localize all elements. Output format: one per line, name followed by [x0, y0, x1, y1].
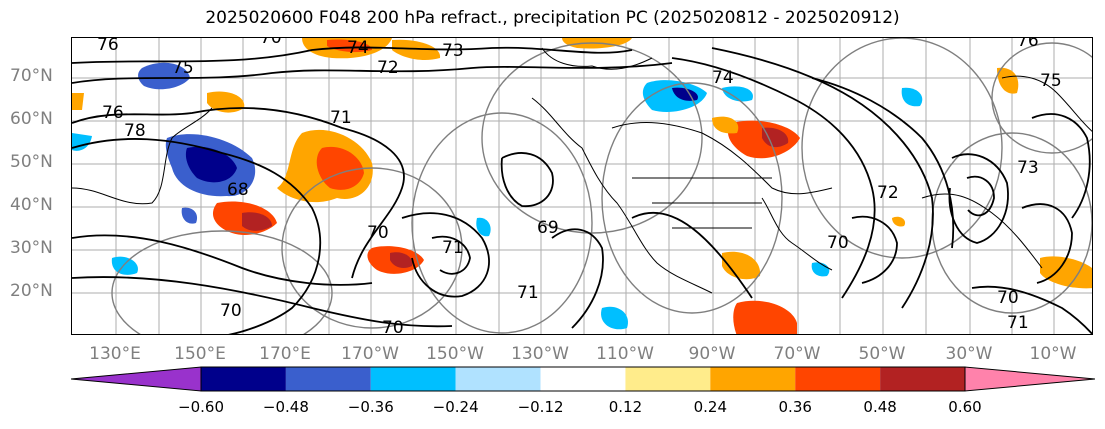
contour-label: 70 [997, 288, 1019, 308]
colorbar-tick-label: 0.48 [863, 398, 897, 416]
colorbar-segment [964, 366, 1095, 392]
lat-label-50n: 50°N [10, 152, 53, 172]
colorbar-tick-label: 0.24 [693, 398, 728, 416]
lat-label-70n: 70°N [10, 66, 53, 86]
contour-label: 75 [172, 58, 194, 78]
precipitation-shading [72, 38, 1092, 334]
contour-label: 71 [1007, 313, 1029, 333]
contour-label: 74 [347, 38, 369, 58]
colorbar-segment [201, 367, 286, 391]
contour-label: 75 [1040, 71, 1062, 91]
contour-label: 70 [220, 301, 242, 321]
colorbar-border [200, 366, 966, 392]
map-canvas: 76 70 74 73 72 75 76 78 71 68 70 71 69 7… [72, 38, 1092, 335]
lon-label-10w: 10°W [1029, 344, 1077, 364]
lat-label-30n: 30°N [10, 238, 53, 258]
contour-label: 71 [517, 283, 539, 303]
contour-label: 70 [367, 223, 389, 243]
contour-label: 73 [442, 41, 464, 61]
contour-label: 72 [377, 58, 399, 78]
contour-label: 71 [330, 108, 352, 128]
refractivity-contours [72, 46, 1092, 334]
colorbar-segment [625, 367, 711, 391]
contour-label: 68 [227, 180, 249, 200]
lon-label-70w: 70°W [773, 344, 821, 364]
colorbar-tick-label: 0.36 [778, 398, 812, 416]
colorbar-segment [455, 367, 541, 391]
contour-label: 76 [102, 103, 124, 123]
colorbar-tick-label: −0.48 [262, 398, 309, 416]
lon-label-90w: 90°W [688, 344, 736, 364]
grey-circle-overlays [111, 38, 1092, 334]
contour-label: 69 [537, 218, 559, 238]
lat-label-60n: 60°N [10, 109, 53, 129]
contour-label: 71 [442, 238, 464, 258]
lon-label-30w: 30°W [945, 344, 993, 364]
contour-label: 72 [877, 183, 899, 203]
colorbar-tick-label: −0.12 [517, 398, 564, 416]
lon-label-50w: 50°W [858, 344, 906, 364]
contour-label: 73 [1017, 158, 1039, 178]
contour-label: 70 [827, 233, 849, 253]
lon-label-130e: 130°E [89, 344, 141, 364]
colorbar-tick-label: −0.24 [432, 398, 479, 416]
lon-label-170w: 170°W [341, 344, 399, 364]
map-panel: 76 70 74 73 72 75 76 78 71 68 70 71 69 7… [71, 37, 1093, 335]
lon-label-150w: 150°W [426, 344, 484, 364]
colorbar-tick-label: 0.60 [948, 398, 982, 416]
contour-label: 70 [382, 318, 404, 335]
contour-label: 78 [124, 121, 146, 141]
lon-label-170e: 170°E [259, 344, 311, 364]
contour-label: 70 [260, 38, 282, 48]
colorbar-segment [71, 366, 202, 392]
lat-label-40n: 40°N [10, 195, 53, 215]
chart-title: 2025020600 F048 200 hPa refract., precip… [205, 8, 900, 28]
colorbar-segment [710, 367, 796, 391]
lon-label-130w: 130°W [511, 344, 569, 364]
contour-label: 76 [97, 38, 119, 55]
colorbar-segment [285, 367, 371, 391]
colorbar [71, 366, 1095, 392]
lat-label-20n: 20°N [10, 281, 53, 301]
contour-label: 76 [1017, 38, 1039, 51]
colorbar-tick-label: 0.12 [608, 398, 643, 416]
colorbar-tick-label: −0.36 [347, 398, 394, 416]
colorbar-tick-label: −0.60 [178, 398, 224, 416]
colorbar-segment [880, 367, 965, 391]
lon-label-110w: 110°W [596, 344, 654, 364]
colorbar-segment [370, 367, 456, 391]
contour-label: 74 [712, 68, 734, 88]
colorbar-segment [795, 367, 881, 391]
colorbar-segment [540, 367, 626, 391]
contour-labels: 76 70 74 73 72 75 76 78 71 68 70 71 69 7… [97, 38, 1062, 335]
lon-label-150e: 150°E [174, 344, 226, 364]
coastlines [72, 47, 1092, 294]
